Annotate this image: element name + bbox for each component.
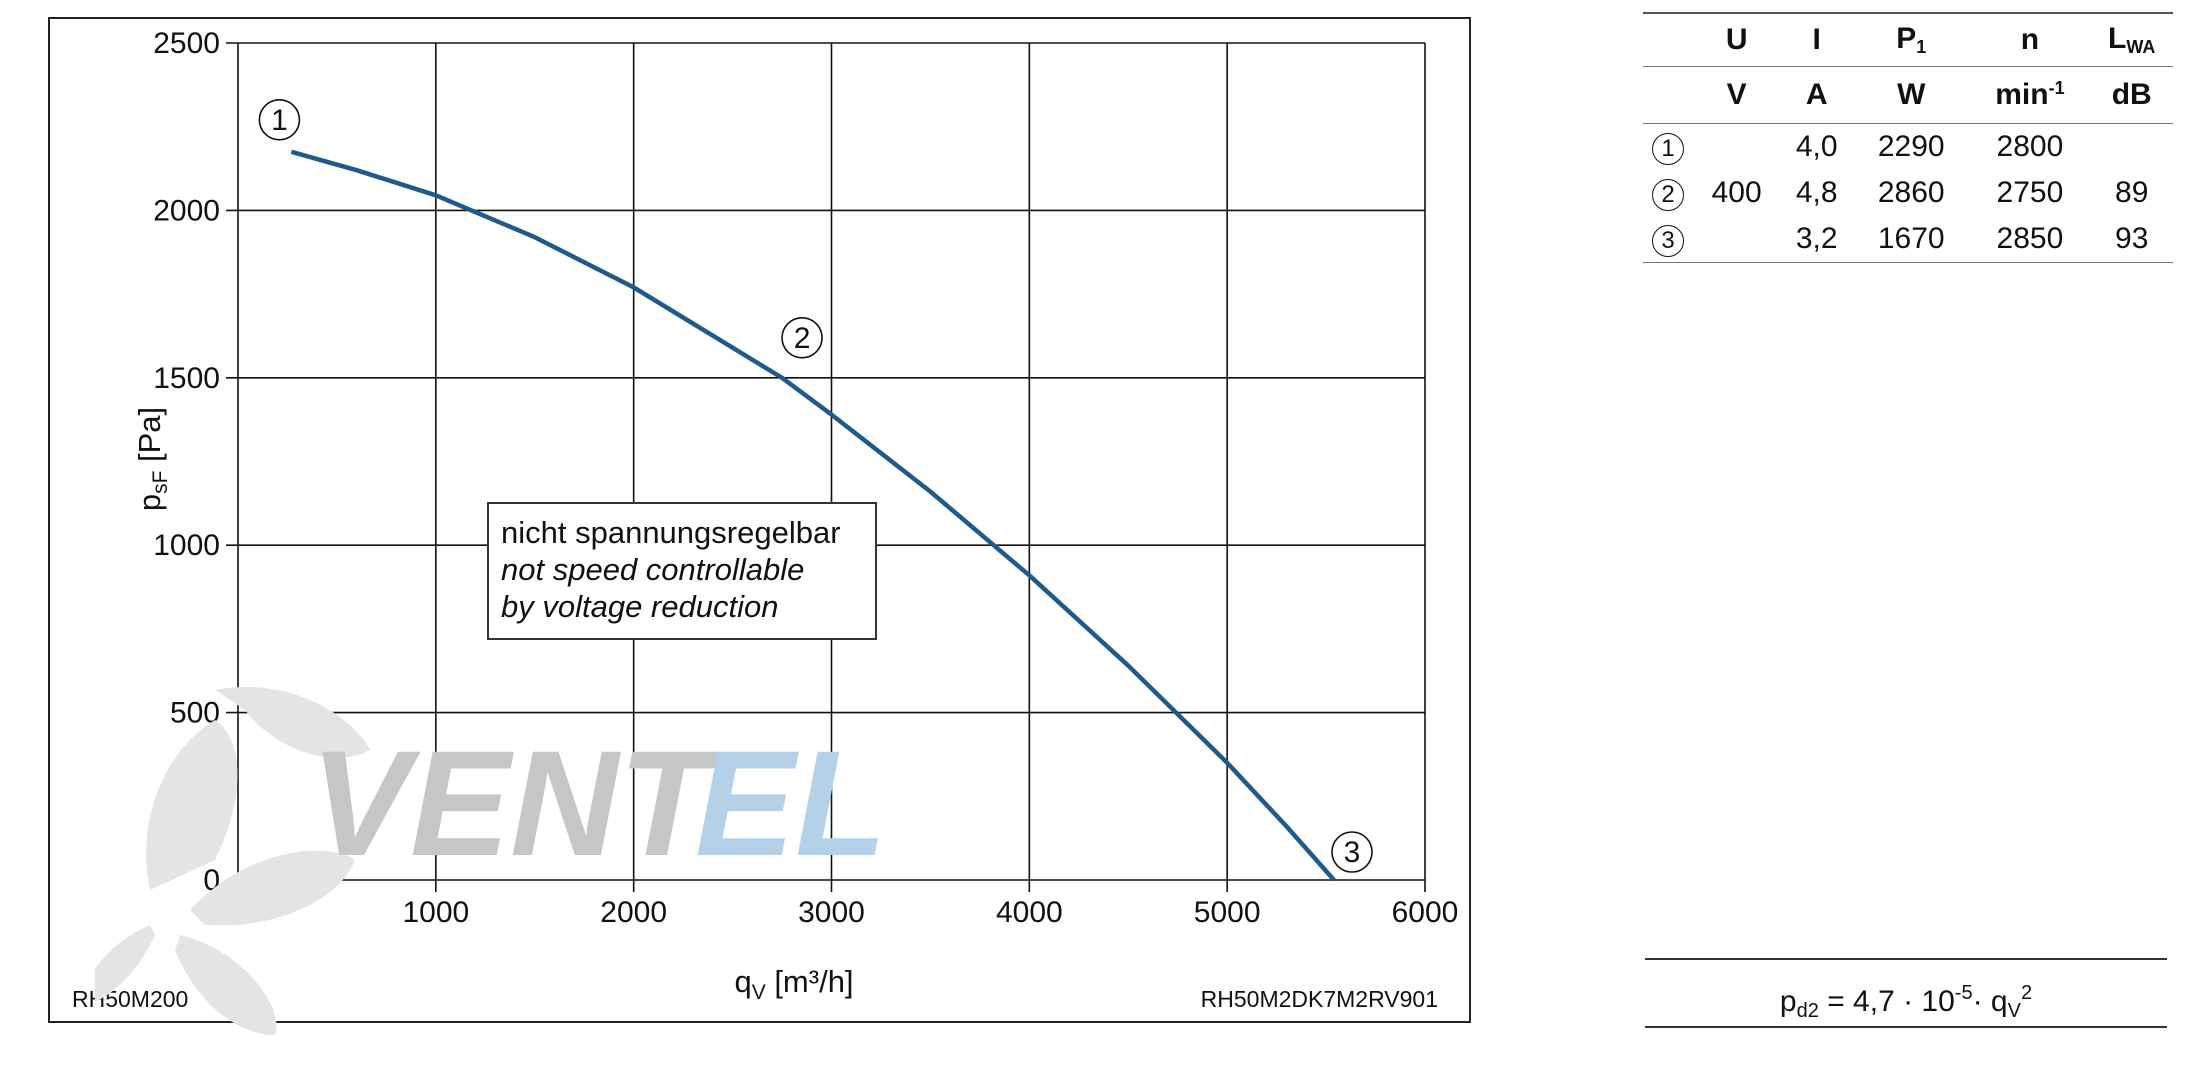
x-tick-label: 2000 bbox=[600, 896, 667, 929]
cell-i: 3,2 bbox=[1780, 216, 1854, 263]
cell-lwa: 89 bbox=[2115, 176, 2149, 209]
cell-p1: 1670 bbox=[1853, 216, 1970, 263]
operating-point-label: 3 bbox=[1344, 836, 1361, 869]
table-row: 2 400 4,8 2860 2750 89 bbox=[1643, 170, 2173, 216]
unit-p1: W bbox=[1853, 66, 1970, 124]
x-tick-label: 5000 bbox=[1194, 896, 1261, 929]
unit-n: min-1 bbox=[1969, 66, 2091, 124]
header-n: n bbox=[1969, 12, 2091, 67]
watermark-text-blue: EL bbox=[695, 719, 887, 887]
header-p1: P1 bbox=[1853, 12, 1970, 67]
cell-u bbox=[1693, 124, 1780, 171]
cell-lwa bbox=[2090, 124, 2173, 171]
point-marker: 3 bbox=[1652, 224, 1684, 257]
cell-n: 2750 bbox=[1996, 176, 2064, 209]
model-label-left: RH50M200 bbox=[72, 986, 188, 1012]
header-u: U bbox=[1693, 12, 1781, 67]
x-tick-label: 4000 bbox=[996, 896, 1063, 929]
fan-curve-line bbox=[290, 149, 1336, 882]
units-row: V A W min-1 dB bbox=[1643, 66, 2173, 124]
header-i: I bbox=[1780, 12, 1854, 67]
y-tick-label: 2500 bbox=[153, 27, 220, 60]
dynamic-pressure-formula: pd2 = 4,7 · 10-5· qV2 bbox=[1645, 958, 2167, 1028]
operating-point-label: 1 bbox=[271, 104, 288, 137]
point-marker: 2 bbox=[1652, 178, 1684, 211]
operating-point-marker bbox=[258, 99, 301, 141]
model-label-right: RH50M2DK7M2RV901 bbox=[1201, 986, 1438, 1012]
unit-lwa: dB bbox=[2090, 66, 2173, 124]
fan-blade-icon bbox=[95, 687, 370, 1035]
x-tick-label: 1000 bbox=[402, 896, 469, 929]
y-tick-label: 2000 bbox=[153, 194, 220, 227]
annotation-box: nicht spannungsregelbar not speed contro… bbox=[487, 502, 877, 640]
cell-u: 400 bbox=[1711, 176, 1762, 209]
spec-table: U I P1 n LWA V A W min-1 dB 1 4,0 2290 2… bbox=[1643, 12, 2173, 263]
series-layer bbox=[290, 149, 1336, 882]
watermark-text-gray: VENT bbox=[310, 719, 721, 887]
annotation-line-de: nicht spannungsregelbar bbox=[501, 515, 841, 550]
operating-point-label: 2 bbox=[794, 322, 811, 355]
tick-labels: 0100020003000400050006000050010001500200… bbox=[153, 27, 1458, 929]
point-marker: 1 bbox=[1652, 132, 1684, 165]
cell-i: 4,8 bbox=[1795, 176, 1838, 209]
annotation-line-en-1: not speed controllable bbox=[501, 552, 805, 587]
cell-i: 4,0 bbox=[1795, 130, 1838, 163]
header-lwa: LWA bbox=[2090, 12, 2173, 67]
operating-point-marker bbox=[1331, 831, 1373, 873]
cell-u bbox=[1693, 216, 1781, 263]
operating-point-markers: 1 2 3 bbox=[258, 99, 1373, 873]
cell-p1: 2290 bbox=[1877, 130, 1945, 163]
y-tick-label: 1000 bbox=[153, 529, 220, 562]
cell-lwa: 93 bbox=[2090, 216, 2173, 263]
table-row: 3 3,2 1670 2850 93 bbox=[1643, 216, 2173, 263]
y-axis-title: psF [Pa] bbox=[132, 407, 172, 511]
x-axis-title: qV [m³/h] bbox=[734, 964, 853, 1004]
header-row: U I P1 n LWA bbox=[1643, 12, 2173, 67]
ventel-watermark: VENT EL bbox=[95, 687, 887, 1035]
y-tick-label: 1500 bbox=[153, 362, 220, 395]
annotation-line-en-2: by voltage reduction bbox=[501, 589, 779, 624]
unit-u: V bbox=[1693, 66, 1781, 124]
cell-n: 2800 bbox=[1996, 130, 2064, 163]
table-row: 1 4,0 2290 2800 bbox=[1643, 124, 2173, 171]
cell-n: 2850 bbox=[1969, 216, 2091, 263]
operating-point-marker bbox=[781, 316, 823, 359]
cell-p1: 2860 bbox=[1877, 176, 1945, 209]
unit-i: A bbox=[1780, 66, 1854, 124]
x-tick-label: 3000 bbox=[798, 896, 865, 929]
x-tick-label: 6000 bbox=[1392, 896, 1459, 929]
